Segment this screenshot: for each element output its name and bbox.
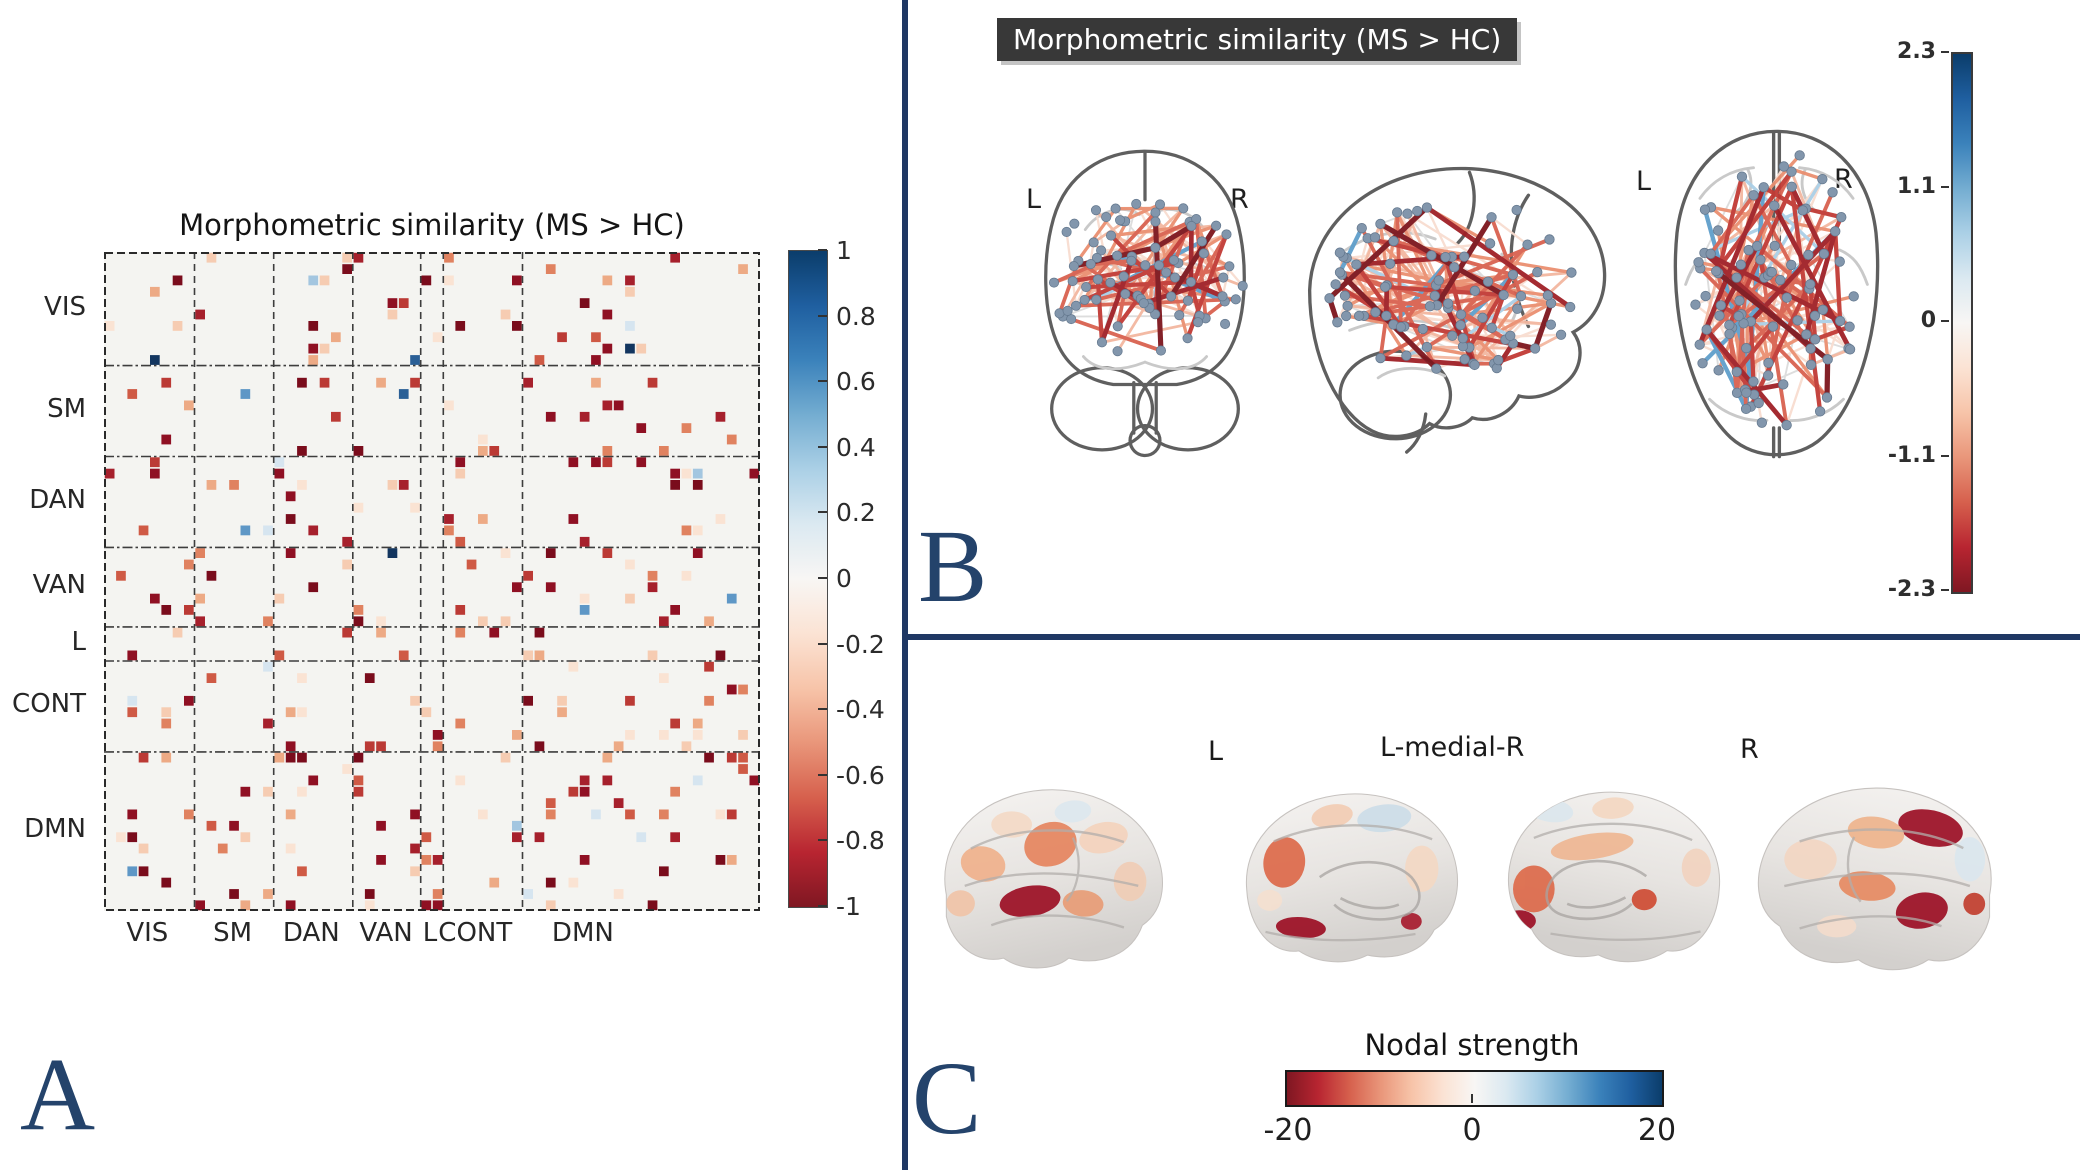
network-colorbar-tick-label: -2.3 [1887, 577, 1936, 602]
col-label: CONT [438, 918, 513, 948]
row-label: VAN [32, 570, 86, 601]
network-colorbar-tick-label: 2.3 [1897, 39, 1936, 64]
panel-letter-a: A [20, 1037, 96, 1152]
row-label: SM [47, 394, 86, 425]
colorbar-tick-label: 0 [836, 564, 852, 593]
heatmap-colorbar [788, 250, 828, 908]
nodal-strength-title: Nodal strength [1364, 1028, 1580, 1062]
glassbrain-axial-svg [1673, 129, 1880, 459]
glassbrain-sagittal-svg [1307, 166, 1607, 454]
heatmap-col-labels: VIS SM DAN VAN L CONT DMN [104, 914, 760, 954]
surface-left-medial-svg [1245, 793, 1459, 963]
colorbar-tick-label: 0.4 [836, 432, 876, 462]
nodal-colorbar-center-tick [1471, 1094, 1473, 1103]
nodal-colorbar-tick-label: -20 [1263, 1113, 1313, 1148]
axial-left-label: L [1636, 166, 1652, 197]
network-colorbar-tickmark [1941, 185, 1949, 188]
colorbar-tick-label: -1 [836, 892, 861, 921]
panel-letter-c: C [912, 1041, 982, 1156]
network-colorbar-tickmark [1941, 454, 1949, 457]
col-label: VIS [126, 918, 169, 948]
colorbar-tickmark [818, 905, 827, 907]
posterior-left-label: L [1026, 184, 1042, 215]
col-label: SM [213, 918, 253, 948]
colorbar-tickmark [818, 249, 827, 251]
vertical-divider [902, 0, 908, 1170]
colorbar-tick-label: 0.2 [836, 498, 876, 528]
network-title: Morphometric similarity (MS > HC) [997, 18, 1518, 61]
colorbar-tick-label: 1 [836, 236, 852, 265]
colorbar-tick-label: 0.6 [836, 367, 876, 397]
col-label: DAN [282, 918, 340, 948]
network-colorbar-tick-label: 0 [1920, 308, 1936, 333]
network-colorbar-tickmark [1941, 51, 1949, 53]
col-label: L [422, 918, 438, 948]
horizontal-divider [902, 634, 2080, 640]
colorbar-tickmark [818, 314, 827, 317]
network-colorbar-tick-label: 1.1 [1897, 173, 1936, 199]
colorbar-tickmark [818, 577, 827, 579]
network-colorbar-tickmark [1941, 320, 1949, 322]
colorbar-tick-label: -0.6 [836, 760, 885, 790]
nodal-colorbar-tick-label: 0 [1462, 1113, 1482, 1148]
colorbar-tickmark [818, 773, 827, 776]
colorbar-tick-label: 0.8 [836, 301, 876, 331]
colorbar-tick-label: -0.2 [836, 629, 885, 659]
surface-right-lateral-svg [1757, 787, 1992, 971]
colorbar-tickmark [818, 445, 827, 448]
row-label: CONT [12, 689, 86, 720]
panel-letter-b: B [918, 509, 988, 624]
colorbar-tickmark [818, 642, 827, 645]
surface-label-medial: L-medial-R [1380, 732, 1525, 763]
posterior-right-label: R [1230, 184, 1249, 215]
axial-right-label: R [1834, 164, 1853, 195]
surface-label-right: R [1740, 734, 1759, 765]
heatmap-title: Morphometric similarity (MS > HC) [179, 208, 685, 242]
colorbar-tickmark [818, 380, 827, 383]
col-label: VAN [359, 918, 413, 948]
row-label: DMN [24, 814, 86, 845]
colorbar-tickmark [818, 708, 827, 711]
heatmap-row-labels: VIS SM DAN VAN L CONT DMN [0, 252, 96, 911]
colorbar-tickmark [818, 839, 827, 842]
colorbar-tick-label: -0.4 [836, 695, 885, 725]
surface-right-medial-svg [1507, 791, 1721, 963]
row-label: DAN [29, 484, 86, 515]
surface-left-lateral-svg [944, 789, 1163, 969]
similarity-heatmap-svg [104, 252, 760, 911]
colorbar-tickmark [818, 511, 827, 514]
nodal-strength-colorbar [1285, 1070, 1664, 1107]
network-colorbar [1951, 52, 1973, 594]
row-label: L [71, 626, 87, 657]
surface-label-left: L [1208, 736, 1224, 767]
network-colorbar-tickmark [1941, 589, 1949, 591]
network-colorbar-tick-label: -1.1 [1887, 442, 1936, 468]
glassbrain-posterior-svg [1044, 149, 1248, 458]
row-label: VIS [44, 291, 86, 322]
nodal-colorbar-tick-label: 20 [1637, 1113, 1677, 1148]
col-label: DMN [551, 918, 614, 948]
colorbar-tick-label: -0.8 [836, 826, 885, 856]
